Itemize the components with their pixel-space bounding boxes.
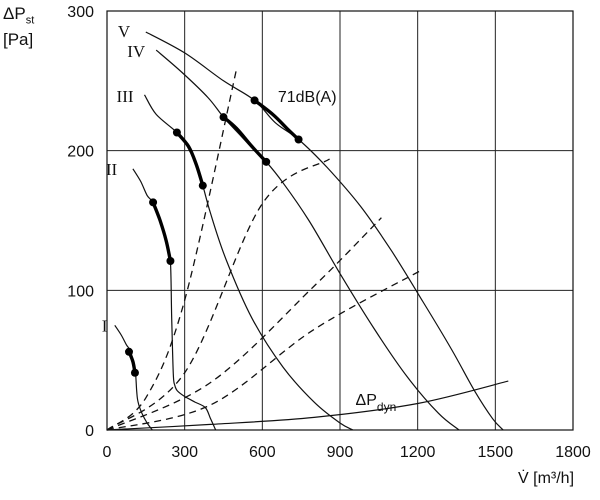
dynamic-pressure-label: ΔPdyn bbox=[356, 392, 397, 414]
y-axis-label: ΔPst [Pa] bbox=[3, 4, 34, 50]
dynamic-pressure-label-main: ΔP bbox=[356, 392, 377, 409]
optimal-range-segment bbox=[151, 200, 173, 263]
x-axis-symbol: V̇ bbox=[518, 470, 529, 487]
fan-curve-iv bbox=[155, 49, 460, 431]
noise-level-label: 71dB(A) bbox=[278, 89, 337, 106]
dynamic-pressure-curve bbox=[106, 380, 509, 431]
x-tick-label: 0 bbox=[103, 444, 112, 461]
y-tick-label: 300 bbox=[67, 4, 94, 21]
x-tick-label: 300 bbox=[171, 444, 198, 461]
y-tick-label: 0 bbox=[85, 423, 94, 440]
x-tick-label: 1800 bbox=[555, 444, 591, 461]
operating-point-marker bbox=[198, 181, 207, 190]
fan-curve-line bbox=[145, 31, 504, 431]
x-tick-label: 900 bbox=[327, 444, 354, 461]
x-axis-unit: [m³/h] bbox=[533, 470, 575, 487]
y-tick-label: 200 bbox=[67, 144, 94, 161]
fan-curve-v bbox=[145, 31, 504, 431]
operating-point-marker bbox=[125, 347, 134, 356]
x-tick-label: 600 bbox=[249, 444, 276, 461]
y-axis-unit: [Pa] bbox=[3, 30, 34, 50]
grid bbox=[106, 10, 574, 431]
x-tick-label: 1500 bbox=[478, 444, 514, 461]
dynamic-pressure-label-subscript: dyn bbox=[377, 400, 396, 414]
fan-curve-label-iv: IV bbox=[127, 42, 146, 61]
system-curve bbox=[106, 217, 382, 431]
system-curves bbox=[106, 69, 421, 431]
x-axis-label: V̇ [m³/h] bbox=[518, 470, 574, 488]
system-curve bbox=[106, 158, 330, 431]
optimal-range-segment bbox=[252, 98, 301, 142]
x-tick-label: 1200 bbox=[400, 444, 436, 461]
system-curve bbox=[106, 69, 238, 431]
optimal-range-segment bbox=[175, 130, 205, 188]
operating-point-marker bbox=[219, 113, 228, 122]
tick-labels: 0 300 600 900 1200 1500 1800 0 100 200 300 bbox=[67, 4, 591, 461]
annotations: 71dB(A) ΔPdyn bbox=[278, 89, 396, 414]
plot-frame bbox=[106, 10, 574, 431]
fan-curve-i bbox=[114, 324, 153, 431]
fan-curve-label-i: I bbox=[102, 316, 108, 335]
dynamic-pressure-series bbox=[106, 380, 509, 431]
fan-curve-iii bbox=[143, 94, 354, 431]
y-tick-label: 100 bbox=[67, 283, 94, 300]
fan-curve-label-iii: III bbox=[117, 87, 134, 106]
system-curve bbox=[106, 270, 421, 431]
operating-point-marker bbox=[166, 257, 175, 266]
fan-curves bbox=[114, 31, 504, 431]
operating-point-marker bbox=[262, 157, 271, 166]
fan-curve-line bbox=[132, 168, 217, 431]
fan-curve-label-ii: II bbox=[106, 160, 118, 179]
operating-point-marker bbox=[130, 368, 139, 377]
operating-point-marker bbox=[250, 96, 259, 105]
optimal-range-segment bbox=[221, 115, 268, 164]
fan-curve-ii bbox=[132, 168, 217, 431]
operating-point-marker bbox=[294, 135, 303, 144]
fan-curve-label-v: V bbox=[118, 22, 131, 41]
fan-curve-line bbox=[155, 49, 460, 431]
operating-point-marker bbox=[172, 128, 181, 137]
operating-point-marker bbox=[149, 198, 158, 207]
y-axis-subscript: st bbox=[25, 14, 35, 27]
y-axis-symbol: ΔP bbox=[3, 4, 26, 23]
